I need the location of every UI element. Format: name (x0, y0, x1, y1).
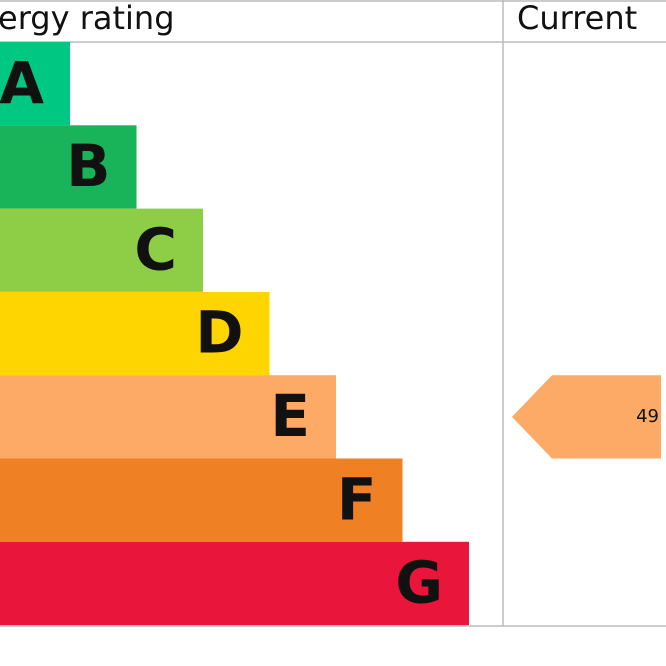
band-letter: A (0, 49, 44, 117)
current-value: 49 (636, 406, 659, 427)
band-letter: D (195, 299, 243, 367)
band-bar (0, 458, 403, 542)
band-letter: F (337, 465, 377, 533)
band-letter: C (134, 215, 177, 283)
band-bar (0, 125, 137, 209)
band-bar (0, 541, 469, 626)
band-bar (0, 42, 70, 126)
band-letter: B (66, 132, 110, 200)
header-current: Current (517, 0, 637, 37)
band-letter: G (395, 549, 443, 617)
header-title: ergy rating (0, 0, 175, 37)
band-bar (0, 375, 336, 459)
band-bar (0, 208, 203, 292)
band-letter: E (270, 382, 310, 450)
band-bar (0, 291, 270, 376)
current-arrow (512, 375, 661, 459)
